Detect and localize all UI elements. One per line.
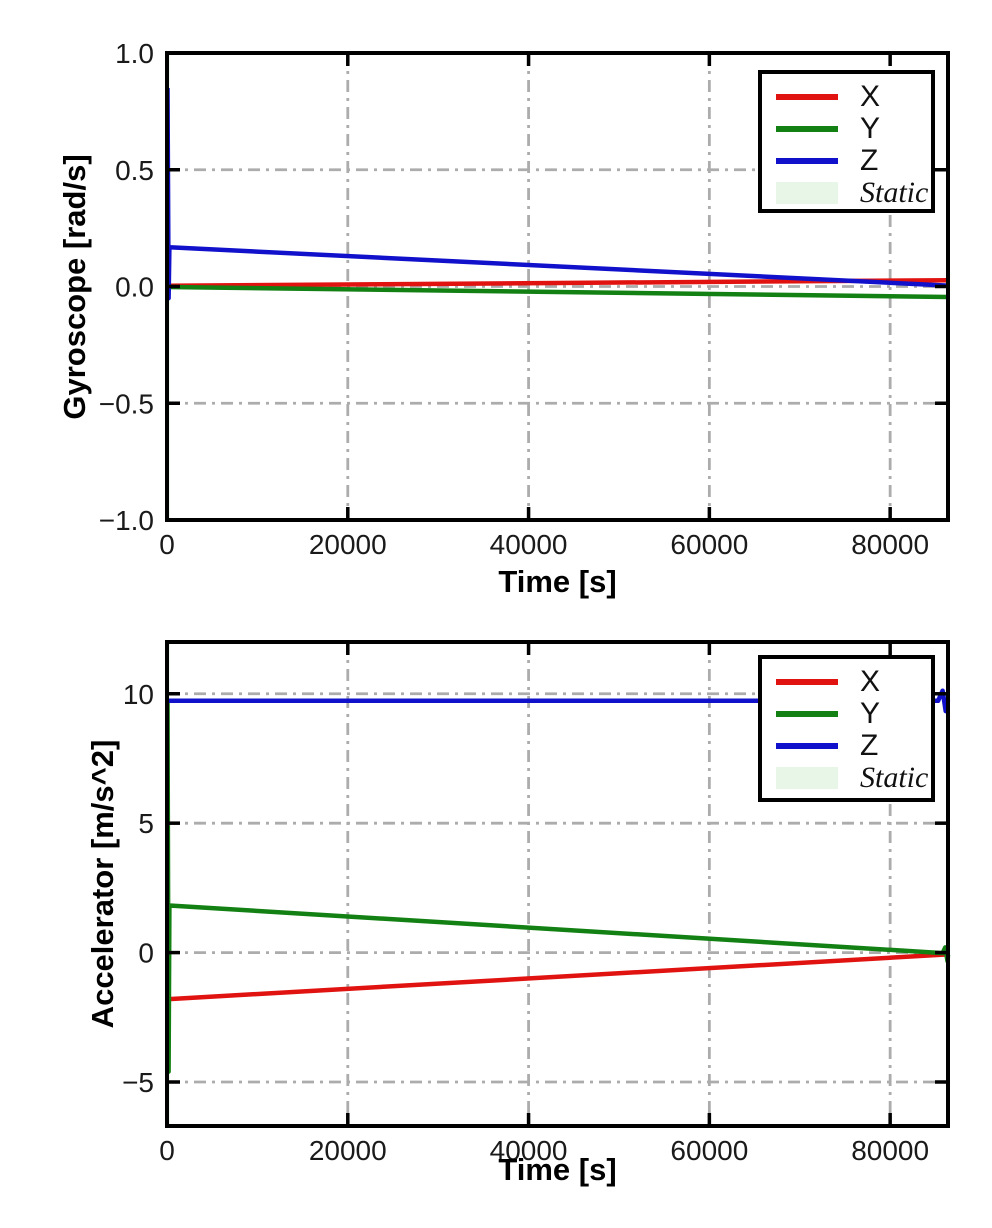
legend-x-line-swatch [776, 94, 838, 100]
legend-y-line-swatch [776, 126, 838, 132]
gyroscope-x-axis-label: Time [s] [498, 564, 617, 599]
svg-text:1.0: 1.0 [115, 38, 154, 69]
accelerator-legend: X Y Z Static [758, 655, 935, 802]
svg-text:0: 0 [159, 1135, 175, 1166]
accelerator-y-axis-label: Accelerator [m/s^2] [85, 739, 120, 1029]
legend-row-z: Z [776, 730, 931, 762]
svg-text:40000: 40000 [490, 529, 568, 560]
svg-text:80000: 80000 [851, 529, 929, 560]
legend-z-label: Z [860, 729, 879, 762]
svg-text:−5: −5 [122, 1067, 154, 1098]
legend-static-patch-swatch [776, 767, 838, 789]
legend-x-line-swatch [776, 679, 838, 685]
svg-text:−0.5: −0.5 [99, 388, 154, 419]
legend-row-x: X [776, 81, 931, 113]
legend-x-label: X [860, 80, 881, 113]
legend-row-static: Static [776, 177, 931, 209]
legend-row-y: Y [776, 698, 931, 730]
legend-y-line-swatch [776, 711, 838, 717]
svg-text:0.5: 0.5 [115, 155, 154, 186]
gyroscope-legend: X Y Z Static [758, 70, 935, 213]
legend-row-static: Static [776, 762, 931, 794]
svg-text:20000: 20000 [309, 1135, 387, 1166]
legend-y-label: Y [860, 112, 881, 145]
svg-text:0.0: 0.0 [115, 272, 154, 303]
svg-text:10: 10 [123, 679, 154, 710]
svg-text:0: 0 [138, 938, 154, 969]
legend-row-x: X [776, 666, 931, 698]
svg-text:40000: 40000 [490, 1135, 568, 1166]
legend-row-z: Z [776, 145, 931, 177]
svg-text:80000: 80000 [851, 1135, 929, 1166]
svg-text:60000: 60000 [670, 529, 748, 560]
legend-y-label: Y [860, 697, 881, 730]
gyroscope-y-axis-label: Gyroscope [rad/s] [57, 154, 92, 420]
legend-z-line-swatch [776, 158, 838, 164]
svg-text:0: 0 [159, 529, 175, 560]
accelerator-x-axis-label: Time [s] [498, 1152, 617, 1187]
svg-text:−1.0: −1.0 [99, 505, 154, 536]
svg-text:5: 5 [138, 808, 154, 839]
legend-row-y: Y [776, 113, 931, 145]
svg-text:60000: 60000 [670, 1135, 748, 1166]
legend-z-line-swatch [776, 743, 838, 749]
legend-x-label: X [860, 665, 881, 698]
legend-static-label: Static [860, 176, 929, 209]
legend-static-patch-swatch [776, 182, 838, 204]
legend-z-label: Z [860, 144, 879, 177]
svg-text:20000: 20000 [309, 529, 387, 560]
legend-static-label: Static [860, 761, 929, 794]
